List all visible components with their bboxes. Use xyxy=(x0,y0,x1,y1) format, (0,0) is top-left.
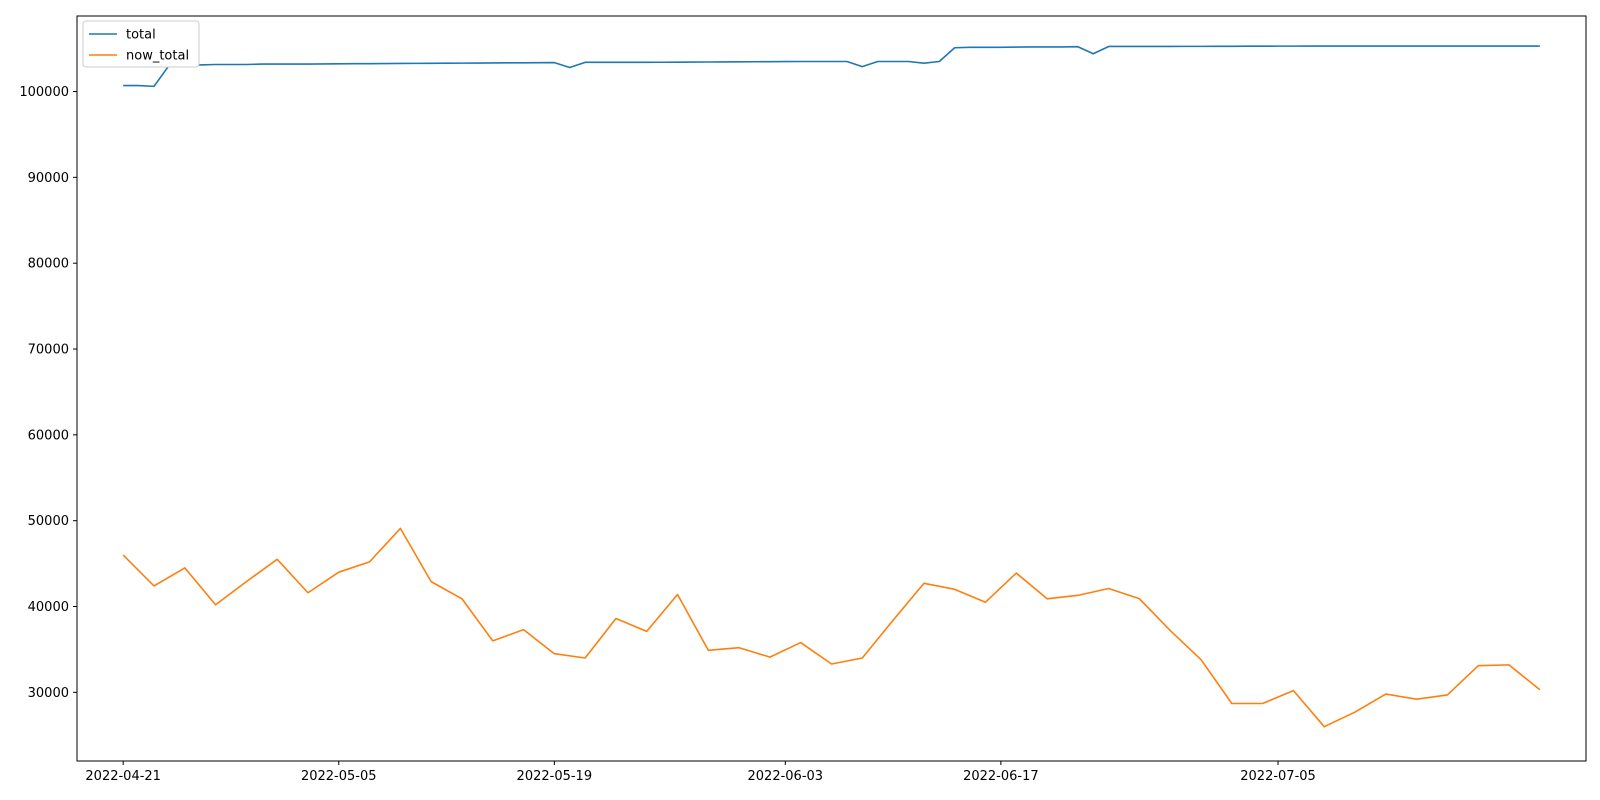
y-tick-label: 30000 xyxy=(28,686,69,701)
x-tick-label: 2022-07-05 xyxy=(1240,769,1316,784)
y-tick-label: 50000 xyxy=(28,514,69,529)
series-line-now-total xyxy=(122,527,1541,728)
plot-frame xyxy=(76,15,1587,762)
x-tick-label: 2022-06-17 xyxy=(963,769,1039,784)
y-tick-label: 100000 xyxy=(19,85,69,100)
series-layer xyxy=(122,45,1541,728)
y-tick-label: 40000 xyxy=(28,600,69,615)
series-line-total xyxy=(123,45,1540,88)
y-tick-label: 90000 xyxy=(28,171,69,186)
x-axis: 2022-04-21 2022-05-05 2022-05-19 2022-06-03… xyxy=(85,761,1316,784)
y-tick-label: 80000 xyxy=(28,257,69,272)
legend-label-total: total xyxy=(126,28,156,43)
y-axis: 30000 40000 50000 60000 70000 80000 90000 10000… xyxy=(19,85,77,701)
y-tick-label: 70000 xyxy=(28,343,69,358)
x-tick-label: 2022-05-19 xyxy=(517,769,593,784)
y-tick-label: 60000 xyxy=(28,428,69,443)
x-tick-label: 2022-06-03 xyxy=(748,769,824,784)
x-tick-label: 2022-05-05 xyxy=(301,769,377,784)
legend-label-now-total: now_total xyxy=(126,49,189,64)
legend: total now_total xyxy=(82,20,200,68)
plot-area xyxy=(77,16,1586,761)
x-tick-label: 2022-04-21 xyxy=(85,769,161,784)
